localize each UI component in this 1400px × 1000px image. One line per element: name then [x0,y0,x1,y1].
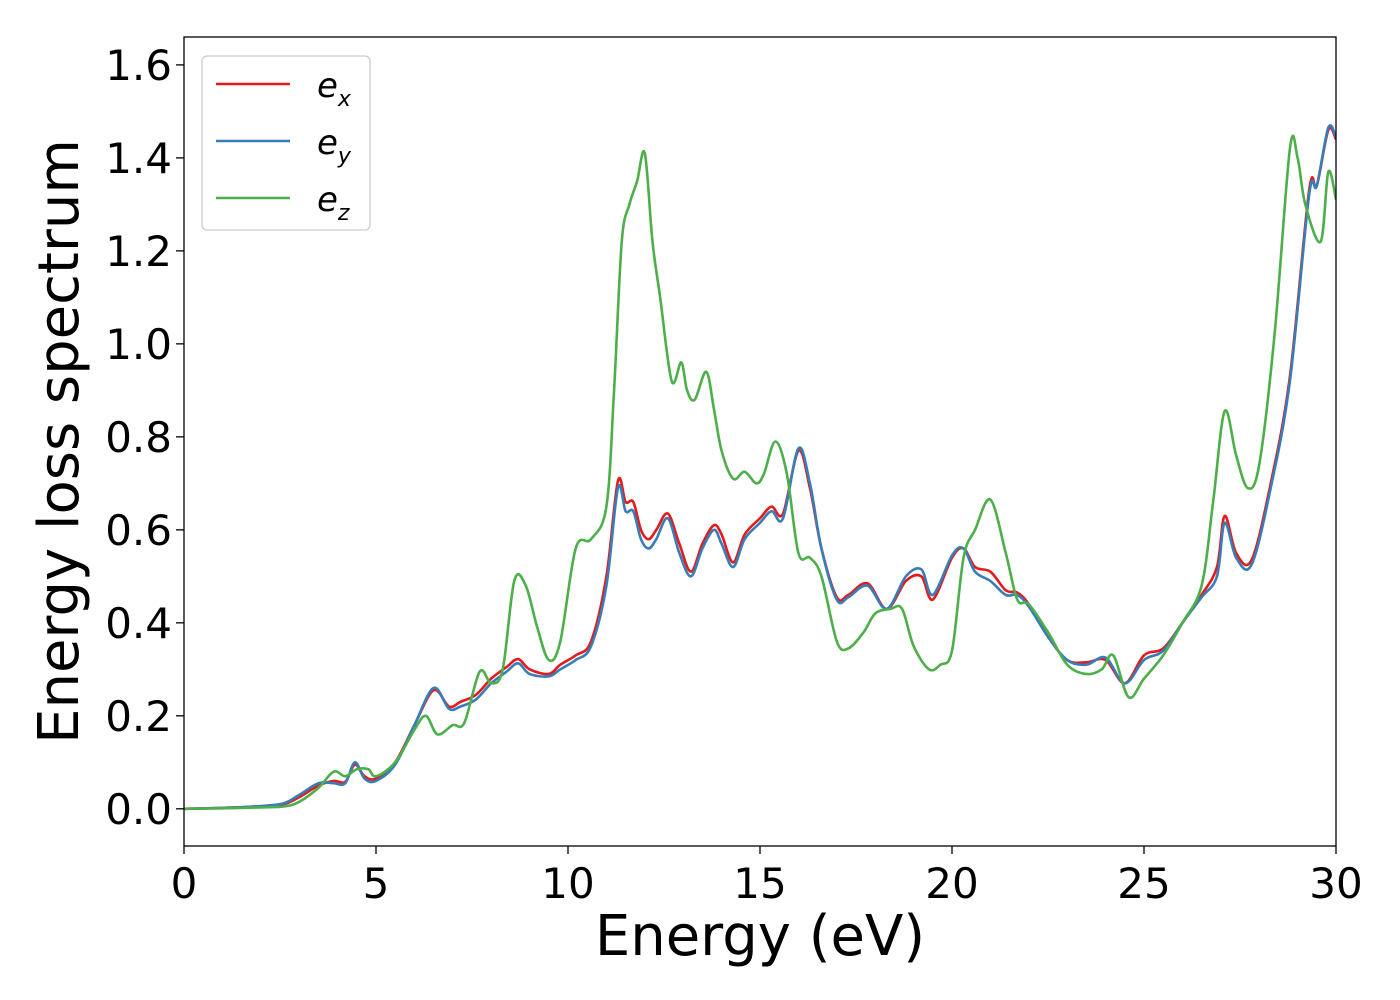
series-layer [184,124,1336,811]
x-axis-label: Energy (eV) [595,904,925,969]
x-tick-label: 25 [1117,859,1170,908]
y-tick-label: 0.2 [105,692,172,741]
legend-label-e-x: ex [317,66,352,112]
y-tick-label: 0.8 [105,413,172,462]
series-line-e-y [184,124,1336,811]
x-tick-label: 15 [733,859,786,908]
y-tick-label: 1.0 [105,320,172,369]
legend: ex ey ez [201,55,371,231]
legend-label-e-y: ey [317,123,352,169]
y-axis-label: Energy loss spectrum [27,139,92,744]
legend-box [201,55,371,231]
y-tick-label: 1.6 [105,41,172,90]
x-tick-label: 10 [541,859,594,908]
x-tick-label: 30 [1309,859,1362,908]
legend-label-e-z: ez [317,180,350,226]
series-line-e-z [184,134,1336,811]
x-tick-label: 0 [171,859,198,908]
x-axis-ticks: 0 5 10 15 20 25 30 [171,846,1363,908]
x-tick-label: 20 [925,859,978,908]
y-axis-ticks: 0.0 0.2 0.4 0.6 0.8 1.0 1.2 1.4 1.6 [105,41,184,834]
y-tick-label: 0.6 [105,506,172,555]
y-tick-label: 0.0 [105,785,172,834]
y-tick-label: 1.2 [105,227,172,276]
y-tick-label: 1.4 [105,134,172,183]
x-tick-label: 5 [363,859,390,908]
y-tick-label: 0.4 [105,599,172,648]
